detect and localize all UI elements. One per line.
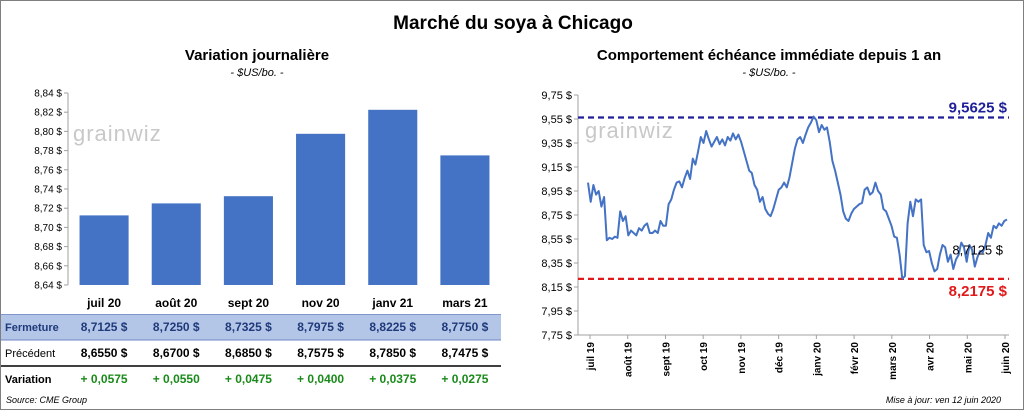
x-tick-label: oct 19 [699,342,710,371]
x-tick-label: mars 21 [442,296,488,310]
table-cell: 8,7750 $ [442,320,489,334]
y-tick-label: 8,68 $ [34,242,62,253]
table-cell: + 0,0375 [369,372,416,386]
x-tick-label: juil 20 [86,296,121,310]
x-tick-label: sept 19 [661,342,672,377]
table-cell: 8,7250 $ [153,320,200,334]
x-tick-label: mars 20 [888,342,899,380]
y-tick-label: 8,80 $ [34,127,62,138]
bar [223,196,273,285]
y-tick-label: 7,95 $ [541,306,572,318]
low-value-label: 8,2175 $ [949,283,1008,300]
last-value-label: 8,7125 $ [952,243,1003,258]
x-tick-label: nov 20 [302,296,340,310]
bar [79,215,129,285]
bar [296,133,346,285]
y-tick-label: 8,66 $ [34,261,62,272]
table-cell: + 0,0575 [81,372,128,386]
y-tick-label: 9,35 $ [541,138,572,150]
price-table: Fermeture 8,7125 $ 8,7250 $ 8,7325 $ 8,7975 … [1,314,513,392]
x-tick-label: nov 19 [737,342,748,374]
table-cell: 8,7475 $ [442,346,489,360]
table-header-row-bg [1,314,501,340]
y-tick-label: 9,75 $ [541,90,572,102]
x-tick-label: août 20 [155,296,197,310]
right-chart-title: Comportement échéance immédiate depuis 1… [596,47,942,64]
y-tick-label: 9,15 $ [541,162,572,174]
y-tick-label: 8,75 $ [541,210,572,222]
y-tick-label: 8,95 $ [541,186,572,198]
x-tick-label: juin 20 [1001,342,1012,375]
table-cell: 8,7975 $ [297,320,344,334]
y-tick-label: 8,84 $ [34,89,62,100]
x-tick-label: mai 20 [963,342,974,374]
x-tick-label: janv 20 [812,342,823,377]
y-tick-label: 8,35 $ [541,258,572,270]
front-month-line-chart: grainwiz 7,75 $ 7,95 $ 8,15 $ 8,35 $ 8,55 $ 8… [541,90,1012,380]
table-cell: + 0,0550 [153,372,200,386]
table-cell: 8,7125 $ [81,320,128,334]
table-cell: 8,6850 $ [225,346,272,360]
bar [151,203,201,285]
bar [368,109,418,285]
table-cell: 8,6700 $ [153,346,200,360]
y-tick-label: 8,76 $ [34,165,62,176]
y-tick-label: 8,72 $ [34,204,62,215]
price-series-line [587,115,1008,280]
watermark-logo: grainwiz [585,118,674,143]
y-tick-label: 8,70 $ [34,223,62,234]
update-note: Mise à jour: ven 12 juin 2020 [885,395,1001,405]
daily-variation-bar-chart: grainwiz 8,64 $ 8,66 $ 8,68 $ 8,70 $ 8,72 $ 8… [34,89,490,310]
y-tick-label: 8,82 $ [34,108,62,119]
y-tick-label: 8,15 $ [541,282,572,294]
bar [440,155,490,285]
table-row-label: Fermeture [5,322,59,334]
table-cell: + 0,0400 [297,372,344,386]
table-cell: 8,8225 $ [369,320,416,334]
y-tick-label: 8,74 $ [34,185,62,196]
x-tick-label: sept 20 [228,296,270,310]
y-tick-label: 8,55 $ [541,234,572,246]
table-cell: + 0,0275 [441,372,488,386]
table-row-label: Variation [5,374,52,386]
x-tick-label: févr 20 [850,342,861,375]
x-tick-label: juil 19 [586,342,597,372]
high-value-label: 9,5625 $ [949,100,1008,117]
y-tick-label: 9,55 $ [541,114,572,126]
table-row-label: Précédent [5,348,55,360]
source-note: Source: CME Group [6,395,88,405]
main-title: Marché du soya à Chicago [393,13,633,34]
left-chart-unit: - $US/bo. - [230,67,284,79]
left-chart-title: Variation journalière [184,47,330,64]
x-tick-label: août 19 [624,342,635,377]
table-cell: 8,7850 $ [369,346,416,360]
table-cell: 8,6550 $ [81,346,128,360]
y-tick-label: 8,78 $ [34,146,62,157]
watermark-logo: grainwiz [73,121,162,146]
x-tick-label: déc 19 [775,342,786,374]
x-tick-label: avr 20 [926,342,937,371]
table-cell: 8,7325 $ [225,320,272,334]
y-tick-label: 8,64 $ [34,281,62,292]
right-chart-unit: - $US/bo. - [742,67,796,79]
y-tick-label: 7,75 $ [541,330,572,342]
table-cell: 8,7575 $ [297,346,344,360]
table-cell: + 0,0475 [225,372,272,386]
x-tick-label: janv 21 [371,296,413,310]
